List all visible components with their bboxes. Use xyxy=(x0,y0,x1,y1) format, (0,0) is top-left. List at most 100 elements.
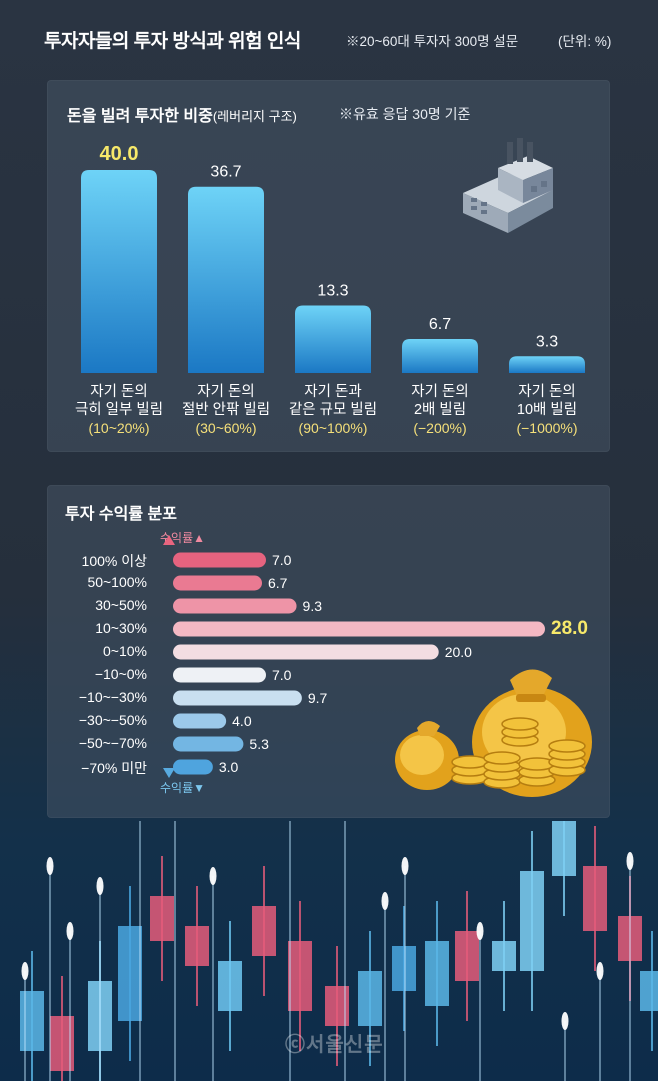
return-value-label: 7.0 xyxy=(272,667,292,683)
return-bar xyxy=(173,736,244,752)
return-bar xyxy=(173,598,297,614)
money-bags-icon xyxy=(395,669,592,797)
glow-dot xyxy=(401,857,409,875)
return-chart-panel: 투자 수익률 분포 수익률▲ 수익률▼ 7.0 6.7 9.3 28.0 20.0 7.0… xyxy=(47,485,610,818)
glow-dot xyxy=(561,1012,569,1030)
return-category-label: 10~30% xyxy=(95,620,147,636)
leverage-value-label: 13.3 xyxy=(317,283,348,300)
glow-dot xyxy=(476,922,484,940)
category-range: (−1000%) xyxy=(516,420,578,436)
return-bar xyxy=(173,575,263,591)
return-value-label: 28.0 xyxy=(551,618,588,639)
candlestick-background-decoration xyxy=(20,821,658,1081)
category-line1: 자기 돈의 xyxy=(90,384,148,400)
candle-body xyxy=(552,821,576,876)
return-category-label: −50~−70% xyxy=(78,735,147,751)
credit-watermark: ⓒ서울신문 xyxy=(285,1034,384,1056)
candle-body xyxy=(150,896,174,941)
category-line2: 2배 빌림 xyxy=(413,402,467,418)
category-line2: 절반 안팎 빌림 xyxy=(181,402,271,418)
return-value-label: 9.3 xyxy=(303,598,323,614)
candle-body xyxy=(358,971,382,1026)
candle-body xyxy=(583,866,607,931)
leverage-bar xyxy=(509,356,585,373)
candle-body xyxy=(492,941,516,971)
return-value-label: 3.0 xyxy=(219,759,239,775)
category-line1: 자기 돈과 xyxy=(304,384,362,400)
return-bar xyxy=(173,690,302,706)
return-bar xyxy=(173,621,545,637)
leverage-bar xyxy=(295,305,371,373)
return-bar xyxy=(173,667,266,683)
leverage-category-label: 자기 돈의 2배 빌림 (−200%) xyxy=(385,383,495,437)
glow-dot xyxy=(66,922,74,940)
return-bar xyxy=(173,759,213,775)
axis-down-arrow xyxy=(163,768,175,778)
leverage-bar xyxy=(81,170,157,373)
candle-body xyxy=(392,946,416,991)
category-range: (−200%) xyxy=(413,420,467,436)
leverage-bar xyxy=(188,186,264,373)
candle-body xyxy=(218,961,242,1011)
return-category-label: −10~0% xyxy=(94,666,147,682)
glow-dot xyxy=(381,892,389,910)
candle-body xyxy=(288,941,312,1011)
leverage-value-label: 36.7 xyxy=(210,164,241,181)
candle-body xyxy=(20,991,44,1051)
return-category-label: 0~10% xyxy=(103,643,147,659)
candle-body xyxy=(425,941,449,1006)
leverage-bar-chart: 40.0 36.7 13.3 6.7 3.3 xyxy=(81,143,585,373)
leverage-chart-title-main: 돈을 빌려 투자한 비중 xyxy=(67,108,213,125)
leverage-value-label: 3.3 xyxy=(536,333,558,350)
leverage-chart-title-sub: (레버리지 구조) xyxy=(212,109,297,124)
category-range: (10~20%) xyxy=(88,420,150,436)
return-chart-title: 투자 수익률 분포 xyxy=(65,506,177,523)
glow-dot xyxy=(21,962,29,980)
return-value-label: 7.0 xyxy=(272,552,292,568)
return-category-label: 100% 이상 xyxy=(81,553,147,569)
return-value-label: 20.0 xyxy=(445,644,472,660)
leverage-category-label: 자기 돈과 같은 규모 빌림 (90~100%) xyxy=(278,383,388,437)
return-category-label: 30~50% xyxy=(95,597,147,613)
return-bar xyxy=(173,644,439,660)
leverage-value-label: 6.7 xyxy=(429,316,451,333)
glow-dot xyxy=(626,852,634,870)
axis-label-down: 수익률▼ xyxy=(160,781,205,795)
candle-body xyxy=(520,871,544,971)
header-unit: (단위: %) xyxy=(558,34,612,49)
return-value-label: 9.7 xyxy=(308,690,328,706)
leverage-chart-note: ※유효 응답 30명 기준 xyxy=(339,106,471,122)
glow-dot xyxy=(596,962,604,980)
return-category-label: −70% 미만 xyxy=(81,760,147,776)
return-bar-chart: 7.0 6.7 9.3 28.0 20.0 7.0 9.7 4.0 5.3 3.0 xyxy=(163,535,588,778)
return-bar xyxy=(173,552,266,568)
leverage-chart-title: 돈을 빌려 투자한 비중(레버리지 구조) xyxy=(67,102,297,126)
candle-body xyxy=(252,906,276,956)
return-value-label: 5.3 xyxy=(249,736,269,752)
leverage-chart-panel: 돈을 빌려 투자한 비중(레버리지 구조) ※유효 응답 30명 기준 xyxy=(47,80,610,452)
glow-dot xyxy=(96,877,104,895)
return-category-label: 50~100% xyxy=(87,574,147,590)
candle-body xyxy=(185,926,209,966)
glow-dot xyxy=(46,857,54,875)
category-range: (30~60%) xyxy=(195,420,257,436)
candle-body xyxy=(640,971,658,1011)
return-bar xyxy=(173,713,227,729)
header-title: 투자자들의 투자 방식과 위험 인식 xyxy=(44,31,301,52)
category-line1: 자기 돈의 xyxy=(411,384,469,400)
return-value-label: 6.7 xyxy=(268,575,288,591)
leverage-bar xyxy=(402,338,478,373)
category-line2: 10배 빌림 xyxy=(516,402,578,418)
category-line1: 자기 돈의 xyxy=(197,384,255,400)
return-category-label: −30~−50% xyxy=(78,712,147,728)
category-range: (90~100%) xyxy=(298,420,368,436)
leverage-category-label: 자기 돈의 10배 빌림 (−1000%) xyxy=(492,383,602,437)
category-line1: 자기 돈의 xyxy=(518,384,576,400)
header-survey-note: ※20~60대 투자자 300명 설문 xyxy=(346,34,519,49)
building-icon xyxy=(463,138,553,233)
return-category-label: −10~−30% xyxy=(78,689,147,705)
candle-body xyxy=(118,926,142,1021)
axis-up-arrow xyxy=(163,535,175,545)
leverage-category-label: 자기 돈의 극히 일부 빌림 (10~20%) xyxy=(64,383,174,437)
